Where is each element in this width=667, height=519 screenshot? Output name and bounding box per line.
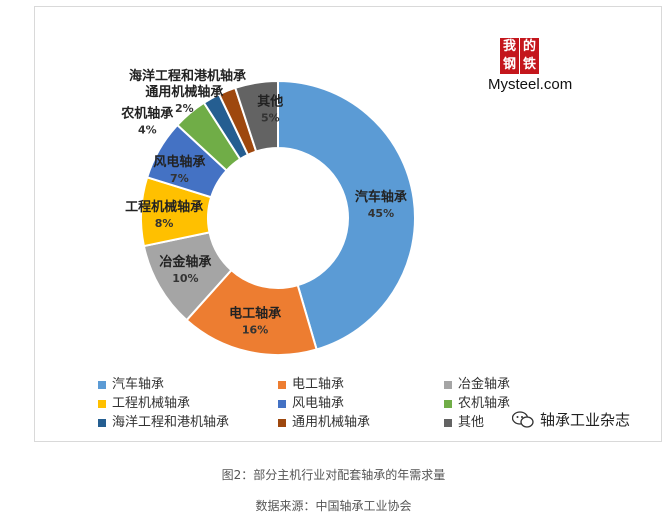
slice-category-label: 海洋工程和港机轴承 bbox=[129, 68, 246, 84]
slice-1 bbox=[277, 79, 416, 351]
slice-label-3: 冶金轴承 10% bbox=[159, 254, 211, 285]
slice-category-label: 冶金轴承 bbox=[159, 254, 211, 270]
legend-label: 农机轴承 bbox=[458, 396, 511, 411]
legend-swatch bbox=[98, 381, 106, 389]
legend-swatch bbox=[278, 419, 286, 427]
logo-box-right: 的 铁 bbox=[520, 38, 539, 74]
logo-char-1: 我 bbox=[502, 39, 516, 54]
legend-label: 电工轴承 bbox=[292, 377, 345, 392]
legend-label: 汽车轴承 bbox=[112, 377, 165, 392]
slice-category-label: 通用机械轴承 bbox=[145, 84, 223, 100]
legend-label: 通用机械轴承 bbox=[292, 415, 371, 430]
slice-category-label: 汽车轴承 bbox=[355, 189, 407, 205]
slice-value-label: 2% bbox=[175, 102, 194, 115]
slice-label-1: 汽车轴承 45% bbox=[355, 189, 407, 220]
legend-swatch bbox=[98, 419, 106, 427]
legend-swatch bbox=[98, 400, 106, 408]
legend-label: 海洋工程和港机轴承 bbox=[112, 415, 230, 430]
slice-label-6: 农机轴承 4% bbox=[120, 106, 173, 137]
logo-box-left: 我 钢 bbox=[500, 38, 519, 74]
slice-value-label: 4% bbox=[138, 124, 157, 137]
logo-char-4: 铁 bbox=[522, 57, 536, 72]
legend-label: 风电轴承 bbox=[292, 396, 345, 411]
slice-label-7: 海洋工程和港机轴承 bbox=[129, 68, 246, 84]
legend-swatch bbox=[444, 419, 452, 427]
slice-label-5: 风电轴承 7% bbox=[153, 154, 205, 185]
legend-swatch bbox=[444, 400, 452, 408]
slice-9 bbox=[233, 79, 279, 153]
legend-label: 工程机械轴承 bbox=[112, 396, 191, 411]
data-source: 数据来源：中国轴承工业协会 bbox=[255, 499, 412, 513]
slice-value-label: 10% bbox=[172, 272, 198, 285]
slice-category-label: 工程机械轴承 bbox=[125, 199, 203, 215]
legend-label: 冶金轴承 bbox=[458, 377, 511, 392]
mysteel-logo: 我 钢 的 铁 Mysteel.com bbox=[488, 38, 583, 100]
legend-swatch bbox=[278, 400, 286, 408]
slice-category-label: 农机轴承 bbox=[120, 106, 173, 122]
figure-caption: 图2：部分主机行业对配套轴承的年需求量 bbox=[221, 468, 446, 482]
legend-swatch bbox=[278, 381, 286, 389]
slice-label-2: 电工轴承 16% bbox=[229, 305, 281, 336]
slice-value-label: 16% bbox=[242, 323, 268, 336]
legend-label: 其他 bbox=[458, 415, 485, 430]
legend-swatch bbox=[444, 381, 452, 389]
slice-category-label: 电工轴承 bbox=[229, 305, 281, 321]
slice-value-label: 5% bbox=[261, 111, 280, 124]
logo-char-3: 钢 bbox=[502, 57, 516, 72]
slice-value-label: 7% bbox=[170, 172, 189, 185]
logo-text: Mysteel.com bbox=[488, 76, 573, 93]
slice-label-9: 其他 5% bbox=[257, 93, 283, 124]
wechat-icon bbox=[512, 411, 534, 428]
slice-value-label: 8% bbox=[155, 217, 174, 230]
watermark-text: 轴承工业杂志 bbox=[540, 411, 631, 429]
slice-value-label: 45% bbox=[368, 207, 394, 220]
logo-char-2: 的 bbox=[522, 39, 536, 54]
slice-category-label: 其他 bbox=[257, 93, 283, 109]
slice-label-8: 通用机械轴承 2% bbox=[145, 84, 223, 115]
slice-label-4: 工程机械轴承 8% bbox=[125, 199, 203, 230]
slice-category-label: 风电轴承 bbox=[153, 154, 205, 170]
